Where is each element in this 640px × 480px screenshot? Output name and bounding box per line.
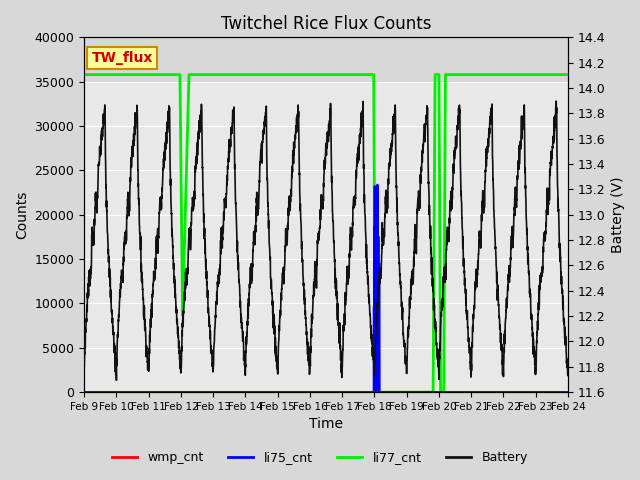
- Legend: wmp_cnt, li75_cnt, li77_cnt, Battery: wmp_cnt, li75_cnt, li77_cnt, Battery: [107, 446, 533, 469]
- Title: Twitchel Rice Flux Counts: Twitchel Rice Flux Counts: [221, 15, 431, 33]
- Bar: [84, 37, 568, 82]
- X-axis label: Time: Time: [309, 418, 343, 432]
- Y-axis label: Battery (V): Battery (V): [611, 177, 625, 253]
- Text: TW_flux: TW_flux: [92, 51, 153, 65]
- Y-axis label: Counts: Counts: [15, 191, 29, 239]
